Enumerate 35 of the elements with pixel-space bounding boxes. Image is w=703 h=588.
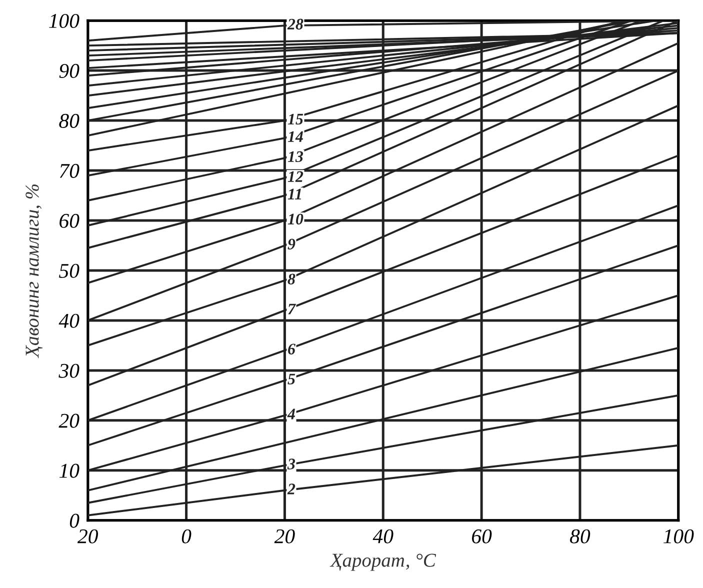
series-label: 15 xyxy=(288,114,304,125)
series-label: 11 xyxy=(288,188,301,200)
x-tick-label: 80 xyxy=(570,529,590,544)
series-label: 10 xyxy=(288,214,304,224)
y-tick-label: 80 xyxy=(59,114,80,128)
y-tick-label: 70 xyxy=(60,164,80,178)
series-label: 3 xyxy=(287,458,296,470)
series-label: 4 xyxy=(287,408,295,420)
y-axis-title: Ҳавонинг намлиги, % xyxy=(26,184,43,358)
y-tick-label: 20 xyxy=(58,414,80,428)
series-label: 6 xyxy=(288,344,296,354)
x-tick-label: 100 xyxy=(664,529,694,544)
y-tick-label: 30 xyxy=(58,364,80,378)
series-label: 7 xyxy=(288,304,296,314)
series-label: 14 xyxy=(288,131,303,142)
x-tick-label: 20 xyxy=(274,529,295,544)
x-tick-label: 20 xyxy=(77,529,98,544)
y-tick-label: 100 xyxy=(49,14,80,28)
series-label: 9 xyxy=(288,238,296,250)
series-label: 12 xyxy=(288,171,304,182)
y-tick-label: 10 xyxy=(59,464,80,478)
x-tick-label: 0 xyxy=(182,529,192,544)
series-label: 2 xyxy=(287,484,296,494)
y-tick-label: 50 xyxy=(59,264,80,278)
x-axis-title: Ҳарорат, °C xyxy=(330,554,436,571)
series-label: 28 xyxy=(287,18,304,30)
x-tick-label: 60 xyxy=(472,529,492,544)
y-tick-label: 0 xyxy=(70,514,80,528)
y-tick-label: 60 xyxy=(60,214,80,228)
series-label: 5 xyxy=(288,374,296,384)
series-label: 13 xyxy=(288,151,304,162)
x-tick-label: 40 xyxy=(372,529,394,544)
series-label: 8 xyxy=(288,274,296,284)
y-tick-label: 40 xyxy=(58,314,80,328)
y-tick-label: 90 xyxy=(59,64,80,78)
